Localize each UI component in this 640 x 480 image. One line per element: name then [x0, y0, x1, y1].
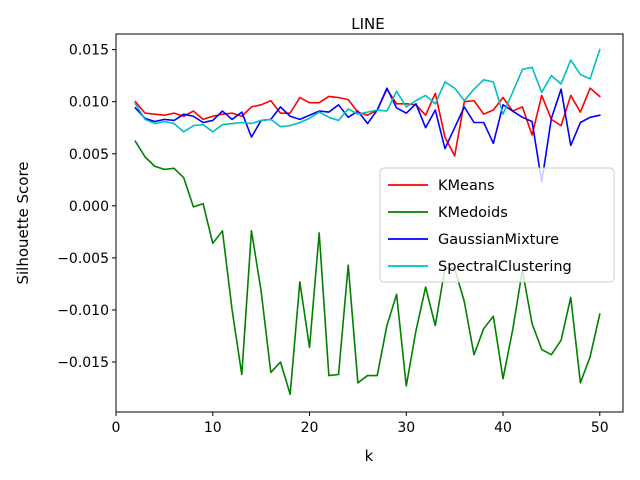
y-tick-label: −0.015 — [57, 355, 109, 371]
legend-label: KMedoids — [438, 205, 508, 221]
legend-label: GaussianMixture — [438, 232, 559, 248]
y-tick-label: 0.005 — [69, 147, 109, 163]
x-tick-label: 10 — [204, 420, 222, 436]
plot-lines — [134, 48, 601, 396]
x-tick-label: 0 — [112, 420, 121, 436]
x-axis: 0 10 20 30 40 50 — [112, 412, 609, 436]
y-axis: −0.015 −0.010 −0.005 0.000 0.005 0.010 0.015 — [57, 43, 116, 371]
x-tick-label: 20 — [301, 420, 319, 436]
y-tick-label: −0.010 — [57, 303, 109, 319]
legend: KMeans KMedoids GaussianMixture SpectralClu… — [379, 167, 615, 283]
legend-box — [379, 167, 615, 283]
legend-label: KMeans — [438, 178, 495, 194]
series-line-gaussianmixture — [134, 87, 601, 183]
plot-frame — [115, 33, 624, 413]
y-tick-label: 0.010 — [69, 95, 109, 111]
y-tick-label: −0.005 — [57, 251, 109, 267]
x-tick-label: 50 — [591, 420, 609, 436]
y-tick-label: 0.000 — [69, 199, 109, 215]
legend-label: SpectralClustering — [438, 259, 572, 275]
chart-title: LINE — [351, 15, 384, 33]
series-line-kmeans — [134, 87, 601, 157]
x-axis-label: k — [365, 447, 374, 465]
x-tick-label: 40 — [494, 420, 512, 436]
series-line-spectralclustering — [134, 48, 601, 133]
x-tick-label: 30 — [397, 420, 415, 436]
y-axis-label: Silhouette Score — [14, 161, 32, 284]
y-tick-label: 0.015 — [69, 43, 109, 59]
